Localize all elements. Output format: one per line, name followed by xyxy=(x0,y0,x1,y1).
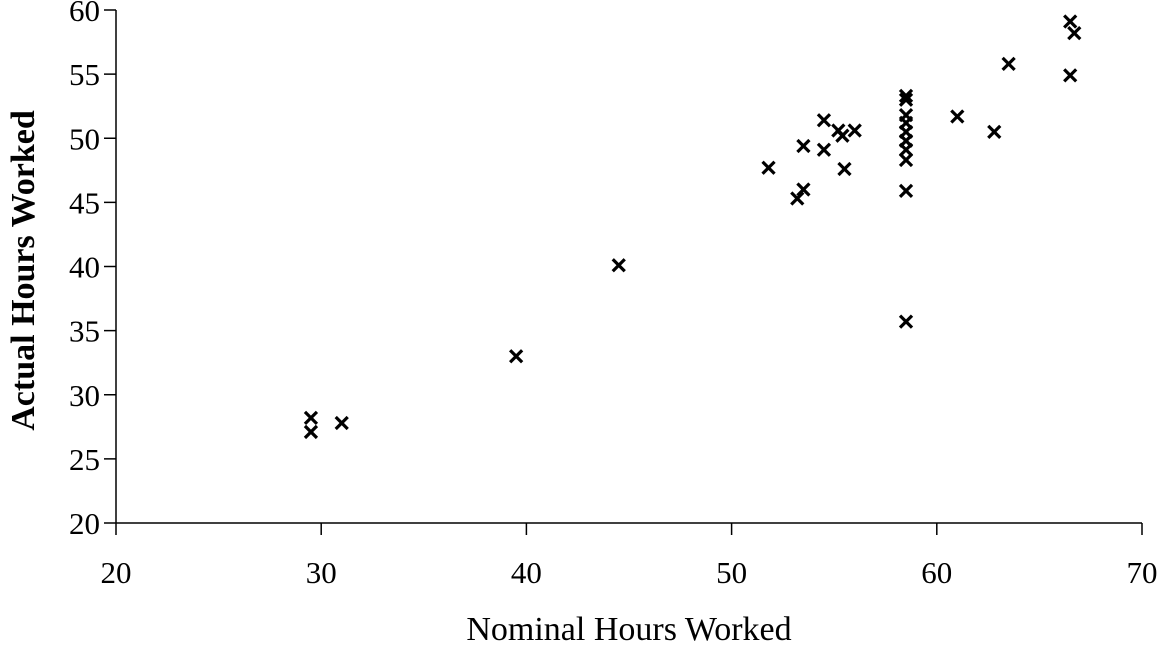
data-point xyxy=(835,128,850,143)
data-points xyxy=(303,14,1082,440)
data-point xyxy=(816,142,832,157)
data-point xyxy=(898,92,914,107)
data-point xyxy=(847,123,862,138)
axes xyxy=(115,10,1142,524)
y-tick-label: 50 xyxy=(69,121,100,156)
data-point xyxy=(837,161,852,177)
y-tick-label: 60 xyxy=(69,0,100,28)
data-point xyxy=(1067,25,1082,41)
x-tick-label: 20 xyxy=(101,555,132,590)
data-point xyxy=(334,415,349,431)
data-point xyxy=(303,424,319,440)
x-axis-ticks: 20 30 40 50 60 70 xyxy=(101,523,1158,590)
y-tick-label: 55 xyxy=(69,57,100,92)
x-tick-label: 50 xyxy=(716,555,747,590)
data-point xyxy=(796,182,811,197)
x-tick-label: 60 xyxy=(921,555,952,590)
data-point xyxy=(611,258,626,273)
data-point xyxy=(303,410,319,425)
data-point xyxy=(1063,68,1078,83)
x-axis-title: Nominal Hours Worked xyxy=(466,611,791,648)
data-point xyxy=(816,113,832,128)
y-tick-label: 20 xyxy=(69,506,100,541)
y-tick-label: 25 xyxy=(69,442,100,477)
y-axis-ticks: 20 25 30 35 40 45 50 55 60 xyxy=(69,0,116,541)
data-point xyxy=(796,138,811,154)
data-point xyxy=(898,183,914,198)
data-point xyxy=(1063,14,1078,29)
data-point xyxy=(1001,56,1016,71)
y-tick-label: 35 xyxy=(69,314,100,349)
data-point xyxy=(987,124,1002,139)
data-point xyxy=(898,152,914,168)
data-point xyxy=(950,109,965,124)
x-tick-label: 40 xyxy=(511,555,542,590)
y-tick-label: 45 xyxy=(69,185,100,220)
x-tick-label: 70 xyxy=(1127,555,1158,590)
data-point xyxy=(790,191,805,206)
data-point xyxy=(761,160,776,175)
data-point xyxy=(898,314,914,329)
y-tick-label: 30 xyxy=(69,378,100,413)
x-tick-label: 30 xyxy=(306,555,337,590)
data-point xyxy=(898,88,914,104)
y-axis-title: Actual Hours Worked xyxy=(5,110,42,431)
data-point xyxy=(509,349,524,364)
y-tick-label: 40 xyxy=(69,250,100,285)
